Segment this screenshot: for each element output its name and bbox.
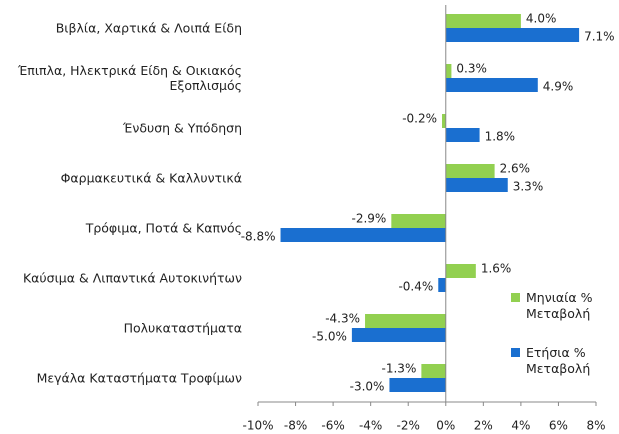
x-tick-label: -8% [284,419,307,433]
x-tick-label: 4% [511,419,530,433]
category-label: Έπιπλα, Ηλεκτρικά Είδη & Οικιακός Εξοπλι… [17,63,242,93]
value-label: 1.6% [481,262,512,276]
category-label: Βιβλία, Χαρτικά & Λοιπά Είδη [55,20,242,36]
value-label: 3.3% [513,180,544,194]
bar [365,314,446,328]
bar [391,214,446,228]
value-label: -0.4% [398,280,433,294]
bar [389,378,446,392]
value-label: -4.3% [325,312,360,326]
category-label: Φαρμακευτικά & Καλλυντικά [60,170,242,186]
value-label: 7.1% [584,30,615,44]
value-label: 0.3% [456,62,487,76]
x-tick-label: 0% [436,419,455,433]
x-tick-label: 6% [549,419,568,433]
legend-item: Μηνιαία % Μεταβολή [511,290,606,322]
bar [445,164,495,178]
x-tick-label: -4% [359,419,382,433]
x-tick-label: 2% [474,419,493,433]
value-label: -3.0% [350,380,385,394]
value-label: 1.8% [485,130,515,144]
legend-label: Μηνιαία % Μεταβολή [526,290,593,321]
bar [445,78,538,92]
x-tick-label: -6% [321,419,344,433]
bar [445,28,580,42]
bar [445,264,476,278]
value-label: -0.2% [402,112,437,126]
value-label: -2.9% [351,212,386,226]
x-tick-label: 8% [586,419,605,433]
x-tick-label: -2% [397,419,420,433]
category-label: Καύσιμα & Λιπαντικά Αυτοκινήτων [22,270,242,286]
bar [445,178,508,192]
legend-swatch [511,348,520,357]
bar [421,364,446,378]
bar [442,114,446,128]
category-label: Μεγάλα Καταστήματα Τροφίμων [36,370,242,386]
category-label: Τρόφιμα, Ποτά & Καπνός [85,220,242,236]
value-label: 4.0% [526,12,557,26]
category-label: Ένδυση & Υπόδηση [123,120,242,136]
bar [280,228,446,242]
bar [351,328,446,342]
value-label: -5.0% [312,330,347,344]
bar [445,14,521,28]
value-label: 2.6% [500,162,530,176]
legend-swatch [511,293,520,302]
value-label: 4.9% [543,80,574,94]
category-label: Πολυκαταστήματα [123,320,242,336]
legend-item: Ετήσια % Μεταβολή [511,345,606,377]
x-tick-label: -10% [242,419,273,433]
legend-label: Ετήσια % Μεταβολή [526,345,591,376]
bar [445,64,452,78]
bar [438,278,446,292]
value-label: -8.8% [241,230,276,244]
bar [445,128,480,142]
value-label: -1.3% [382,362,417,376]
